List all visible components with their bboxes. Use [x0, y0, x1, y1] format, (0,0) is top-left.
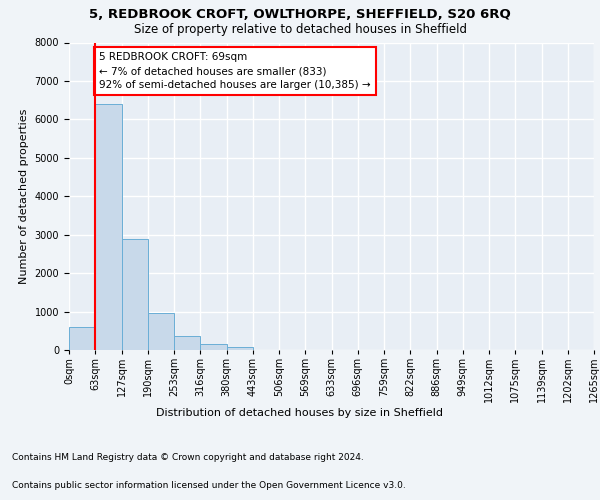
Bar [148, 312, 174, 350]
Text: 5, REDBROOK CROFT, OWLTHORPE, SHEFFIELD, S20 6RQ: 5, REDBROOK CROFT, OWLTHORPE, SHEFFIELD,… [89, 8, 511, 20]
Bar [121, 238, 148, 350]
Bar [200, 344, 227, 350]
Text: 5 REDBROOK CROFT: 69sqm
← 7% of detached houses are smaller (833)
92% of semi-de: 5 REDBROOK CROFT: 69sqm ← 7% of detached… [99, 52, 371, 90]
Bar [95, 104, 121, 350]
Text: Distribution of detached houses by size in Sheffield: Distribution of detached houses by size … [157, 408, 443, 418]
Y-axis label: Number of detached properties: Number of detached properties [19, 108, 29, 284]
Bar [69, 327, 95, 350]
Text: Contains HM Land Registry data © Crown copyright and database right 2024.: Contains HM Land Registry data © Crown c… [12, 454, 364, 462]
Bar [174, 336, 200, 350]
Text: Contains public sector information licensed under the Open Government Licence v3: Contains public sector information licen… [12, 481, 406, 490]
Text: Size of property relative to detached houses in Sheffield: Size of property relative to detached ho… [133, 22, 467, 36]
Bar [227, 347, 253, 350]
